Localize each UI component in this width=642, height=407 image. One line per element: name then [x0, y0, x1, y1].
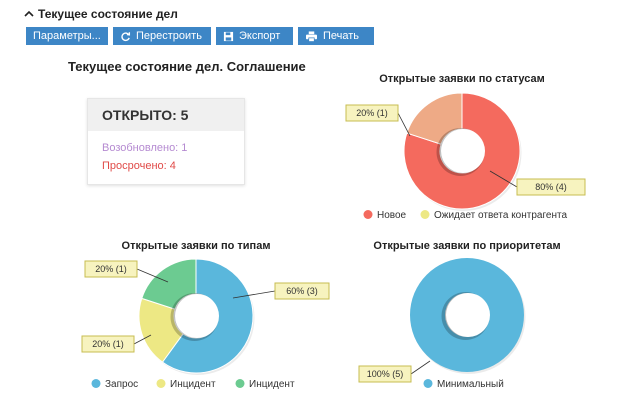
summary-card: ОТКРЫТО: 5 Возобновлено: 1 Просрочено: 4 — [87, 98, 245, 185]
overdue-count[interactable]: Просрочено: 4 — [102, 160, 176, 172]
status-legend-label-0[interactable]: Новое — [377, 210, 407, 221]
floppy-disk-icon — [223, 31, 234, 42]
export-button-label: Экспорт — [239, 30, 281, 42]
types-legend-label-0[interactable]: Запрос — [105, 379, 138, 390]
status-slice-1[interactable] — [406, 92, 463, 145]
types-callout-leader-1 — [133, 334, 152, 345]
status-legend-marker-0[interactable] — [363, 210, 373, 219]
types-chart-title: Открытые заявки по типам — [122, 240, 271, 252]
types-callout-leader-0 — [232, 290, 276, 299]
open-count: ОТКРЫТО: 5 — [88, 99, 244, 131]
status-callout-leader-1 — [397, 112, 411, 137]
parameters-button[interactable]: Параметры... — [26, 27, 108, 45]
reopened-count[interactable]: Возобновлено: 1 — [102, 142, 188, 154]
printer-icon — [305, 30, 318, 42]
status-legend-marker-1[interactable] — [420, 210, 430, 219]
priorities-callout-box-0 — [358, 365, 412, 383]
priorities-slice-0[interactable] — [410, 258, 524, 372]
page-title: Текущее состояние дел. Соглашение — [68, 59, 306, 74]
types-data-label-0: 60% (3) — [286, 286, 318, 296]
priorities-chart: Открытые заявки по приоритетам 100% (5) Ми… — [358, 240, 561, 390]
types-callout-box-2 — [84, 260, 138, 278]
print-button-label: Печать — [323, 30, 360, 42]
parameters-button-label: Параметры... — [33, 30, 101, 42]
print-button[interactable]: Печать — [298, 27, 374, 45]
section-header[interactable]: Текущее состояние дел — [24, 6, 178, 22]
types-legend-marker-1[interactable] — [156, 379, 166, 388]
types-data-label-1: 20% (1) — [92, 339, 124, 349]
rebuild-button-label: Перестроить — [136, 30, 202, 42]
status-callout-leader-0 — [489, 170, 518, 188]
status-data-label-0: 80% (4) — [535, 182, 567, 192]
types-callout-box-0 — [274, 282, 330, 300]
priorities-legend-label-0[interactable]: Минимальный — [437, 379, 504, 390]
status-hole — [441, 129, 485, 173]
status-data-label-1: 20% (1) — [356, 108, 388, 118]
types-callout-leader-2 — [136, 268, 169, 283]
types-legend-label-2[interactable]: Инцидент — [249, 379, 295, 390]
status-chart-title: Открытые заявки по статусам — [379, 73, 545, 85]
rebuild-button[interactable]: Перестроить — [113, 27, 211, 45]
types-legend-marker-2[interactable] — [235, 379, 245, 388]
types-hole — [175, 294, 219, 338]
priorities-chart-title: Открытые заявки по приоритетам — [373, 240, 560, 252]
priorities-hole — [446, 293, 490, 337]
types-slice-2[interactable] — [141, 258, 197, 310]
chevron-up-icon[interactable] — [24, 10, 34, 18]
priorities-data-label-0: 100% (5) — [367, 369, 404, 379]
toolbar: Параметры... Перестроить Экспорт Печать — [26, 27, 374, 45]
types-chart: Открытые заявки по типам 60% (3) 20% (1) 20… — [81, 240, 330, 390]
types-legend-label-1[interactable]: Инцидент — [170, 379, 216, 390]
priorities-legend-marker-0[interactable] — [423, 379, 433, 388]
priorities-callout-leader-0 — [410, 360, 431, 375]
status-chart: Открытые заявки по статусам 80% (4) 20% (1… — [345, 73, 586, 221]
refresh-icon — [120, 31, 131, 42]
section-title: Текущее состояние дел — [38, 7, 178, 21]
status-legend-label-1[interactable]: Ожидает ответа контрагента — [434, 210, 567, 221]
status-callout-box-0 — [516, 178, 586, 196]
export-button[interactable]: Экспорт — [216, 27, 293, 45]
types-legend-marker-0[interactable] — [91, 379, 101, 388]
types-callout-box-1 — [81, 335, 135, 353]
types-data-label-2: 20% (1) — [95, 264, 127, 274]
status-callout-box-1 — [345, 104, 399, 122]
